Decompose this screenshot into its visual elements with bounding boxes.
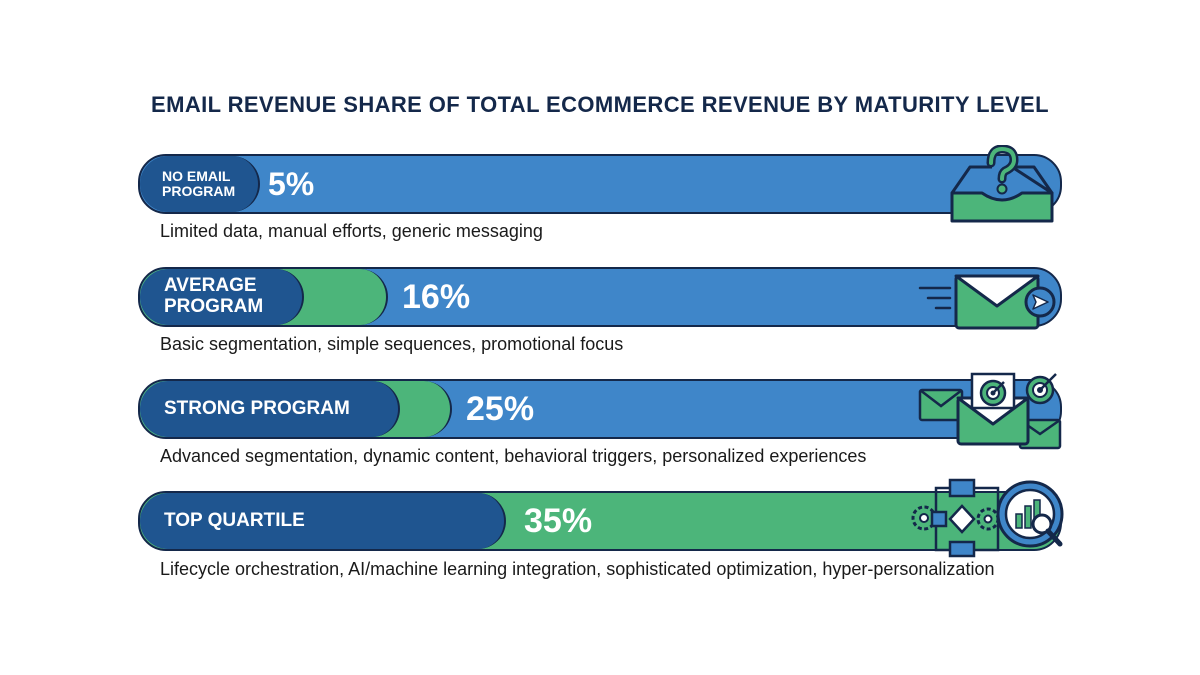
bar-value-label: 35% [524,501,593,540]
inbox-question-icon [950,145,1054,223]
bar-description: Advanced segmentation, dynamic content, … [160,446,867,466]
targeted-email-icon [918,372,1062,450]
bar-row-average: AVERAGE PROGRAM 16% [138,267,1062,327]
bar-value-label: 16% [402,277,471,316]
workflow-analytics-icon [911,478,1064,558]
bar-track: AVERAGE PROGRAM 16% [138,267,1062,327]
bar-track: TOP QUARTILE 35% [138,491,1062,551]
send-email-icon [918,274,1056,330]
bar-category-label: NO EMAIL PROGRAM [140,156,260,212]
chart-title: EMAIL REVENUE SHARE OF TOTAL ECOMMERCE R… [151,92,1049,117]
bar-value-label: 5% [268,165,315,202]
bar-description: Basic segmentation, simple sequences, pr… [160,334,624,354]
bar-track: NO EMAIL PROGRAM 5% [138,154,1062,214]
bar-category-label: AVERAGE PROGRAM [140,269,304,325]
bar-category-label: STRONG PROGRAM [140,381,400,437]
bar-row-strong: STRONG PROGRAM 25% [138,379,1062,439]
bar-category-label: TOP QUARTILE [140,493,506,549]
bar-description: Lifecycle orchestration, AI/machine lear… [160,559,995,579]
bar-description: Limited data, manual efforts, generic me… [160,221,543,241]
bar-row-no-email: NO EMAIL PROGRAM 5% [138,154,1062,214]
bar-track: STRONG PROGRAM 25% [138,379,1062,439]
bar-row-top-quartile: TOP QUARTILE 35% [138,491,1062,551]
bar-value-label: 25% [466,389,535,428]
